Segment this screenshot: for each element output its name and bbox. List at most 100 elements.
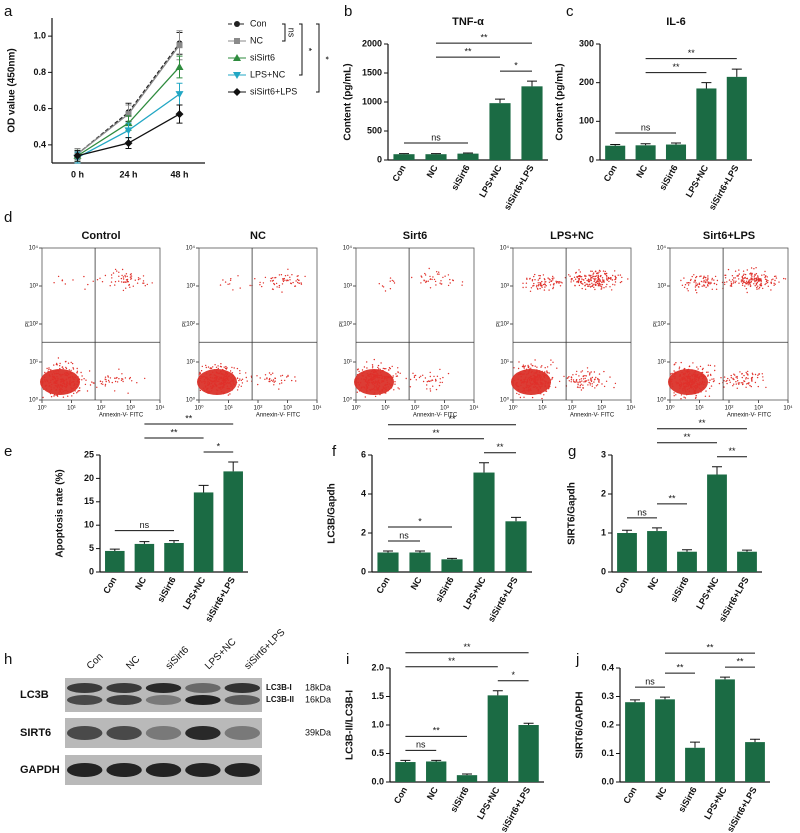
event-dot — [537, 285, 540, 287]
x-tick-label: 10¹ — [67, 406, 76, 412]
event-dot — [368, 373, 370, 376]
event-dot — [528, 388, 530, 390]
event-dot — [585, 380, 588, 382]
event-dot — [614, 281, 617, 283]
event-dot — [760, 284, 763, 286]
event-dot — [567, 377, 569, 379]
event-dot — [590, 371, 592, 373]
x-tick-label: 10² — [97, 406, 106, 412]
event-dot — [533, 374, 535, 376]
event-dot — [761, 373, 763, 375]
x-tick-label: NC — [646, 575, 661, 592]
event-dot — [523, 380, 525, 382]
event-dot — [371, 367, 374, 369]
event-dot — [684, 284, 687, 286]
event-dot — [367, 375, 369, 377]
event-dot — [549, 385, 551, 388]
event-dot — [390, 384, 392, 386]
event-dot — [534, 382, 537, 384]
event-dot — [683, 382, 685, 384]
event-dot — [775, 277, 778, 279]
event-dot — [734, 281, 736, 284]
event-dot — [747, 282, 749, 284]
event-dot — [753, 277, 755, 279]
event-dot — [620, 281, 623, 283]
event-dot — [199, 389, 202, 392]
blot-band — [185, 683, 221, 693]
event-dot — [540, 391, 542, 393]
event-dot — [696, 292, 698, 294]
plot-title: Sirt6 — [403, 230, 427, 242]
event-dot — [440, 280, 442, 282]
event-dot — [270, 379, 273, 381]
event-dot — [533, 275, 535, 278]
event-dot — [236, 377, 239, 380]
event-dot — [531, 279, 534, 281]
event-dot — [700, 375, 702, 377]
error-bar — [523, 722, 534, 725]
event-dot — [684, 389, 686, 391]
event-dot — [596, 272, 598, 274]
event-dot — [214, 374, 217, 377]
event-dot — [526, 380, 529, 382]
event-dot — [611, 279, 614, 281]
event-dot — [71, 376, 74, 378]
event-dot — [438, 384, 441, 387]
event-dot — [702, 281, 704, 283]
event-dot — [520, 372, 522, 375]
event-dot — [695, 276, 697, 279]
event-dot — [53, 364, 55, 366]
event-dot — [541, 280, 543, 283]
event-dot — [291, 274, 293, 276]
event-dot — [775, 275, 777, 277]
event-dot — [66, 381, 68, 383]
event-dot — [739, 371, 741, 373]
event-dot — [49, 369, 52, 371]
event-dot — [674, 363, 676, 365]
event-dot — [587, 379, 589, 381]
event-dot — [745, 288, 748, 290]
significance-label: ** — [185, 413, 193, 423]
event-dot — [231, 379, 233, 381]
event-dot — [697, 386, 699, 389]
event-dot — [581, 380, 583, 382]
event-dot — [384, 388, 387, 390]
event-dot — [552, 279, 554, 281]
event-dot — [681, 383, 683, 385]
event-dot — [742, 278, 744, 280]
event-dot — [542, 379, 544, 381]
event-dot — [61, 366, 63, 368]
event-dot — [536, 371, 538, 373]
error-bar — [660, 696, 670, 700]
event-dot — [280, 375, 282, 377]
event-dot — [71, 388, 73, 390]
event-dot — [756, 286, 758, 289]
event-dot — [736, 375, 738, 378]
event-dot — [61, 392, 63, 394]
event-dot — [370, 373, 372, 375]
event-dot — [222, 370, 225, 372]
event-dot — [363, 371, 365, 373]
blot-band — [224, 726, 261, 740]
event-dot — [205, 373, 208, 375]
event-dot — [384, 377, 387, 379]
event-dot — [81, 379, 83, 381]
event-dot — [522, 366, 525, 368]
event-dot — [539, 371, 541, 374]
event-dot — [698, 383, 700, 385]
event-dot — [750, 267, 753, 269]
event-dot — [390, 377, 393, 379]
event-dot — [698, 283, 701, 285]
event-dot — [750, 278, 753, 280]
event-dot — [125, 281, 127, 283]
event-dot — [70, 390, 73, 393]
event-dot — [540, 378, 542, 380]
event-dot — [371, 382, 373, 385]
x-tick-label: siSirt6 — [448, 785, 470, 814]
event-dot — [576, 381, 578, 383]
event-dot — [687, 376, 689, 378]
event-dot — [142, 275, 145, 277]
event-dot — [704, 395, 707, 397]
event-dot — [686, 288, 688, 290]
event-dot — [526, 384, 528, 387]
